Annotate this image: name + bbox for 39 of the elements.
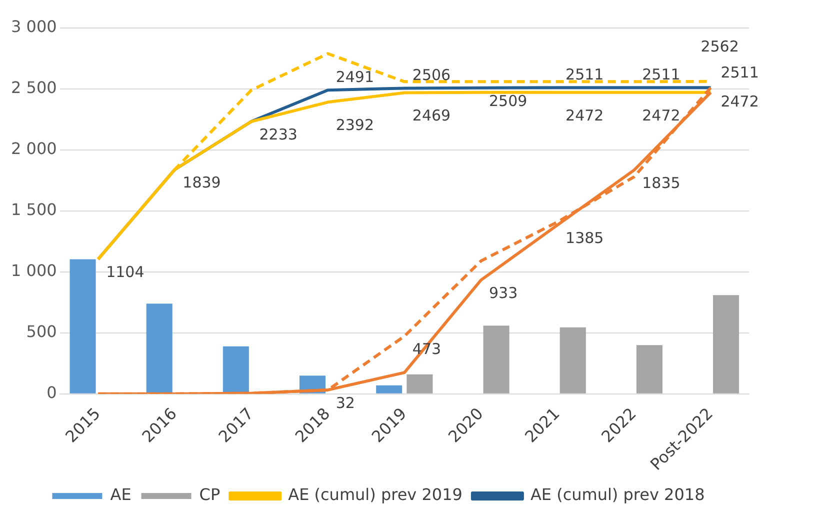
data-label: 2511 <box>642 66 680 84</box>
data-label: 2472 <box>566 106 604 124</box>
bar <box>636 345 662 394</box>
data-label: 2392 <box>336 116 374 134</box>
data-label: 1835 <box>642 174 680 192</box>
bar <box>222 346 249 394</box>
bar <box>483 326 510 394</box>
data-label: 2511 <box>720 64 759 82</box>
data-label: 1104 <box>106 263 144 282</box>
data-label: 2469 <box>412 106 451 125</box>
data-label: 2472 <box>642 106 680 124</box>
bar <box>406 374 433 394</box>
y-tick-label: 2 500 <box>10 78 57 98</box>
bar <box>560 327 586 394</box>
bar <box>70 259 96 394</box>
legend-label: AE (cumul) prev 2019 <box>288 485 462 504</box>
legend-label: AE <box>110 485 132 504</box>
data-label: 2562 <box>700 37 739 56</box>
data-label: 32 <box>336 394 355 412</box>
data-label: 2472 <box>720 92 759 110</box>
data-label: 933 <box>488 284 518 302</box>
data-label: 2511 <box>566 66 604 84</box>
data-label: 2491 <box>336 68 374 86</box>
data-label: 1839 <box>182 173 221 192</box>
data-label: 2506 <box>412 66 451 84</box>
y-tick-label: 3 000 <box>10 17 57 36</box>
bar <box>713 295 740 394</box>
bar <box>376 385 402 394</box>
bar <box>146 304 172 394</box>
y-tick-label: 1 000 <box>10 261 57 280</box>
data-label: 2233 <box>259 125 298 144</box>
y-tick-label: 500 <box>26 322 57 342</box>
y-tick-label: 0 <box>46 383 57 402</box>
data-label: 1385 <box>566 228 604 247</box>
legend-label: AE (cumul) prev 2018 <box>530 485 705 504</box>
y-tick-label: 2 000 <box>10 139 57 158</box>
data-label: 2509 <box>488 92 528 110</box>
y-tick-label: 1 500 <box>10 200 57 220</box>
legend-label: CP <box>199 485 220 504</box>
